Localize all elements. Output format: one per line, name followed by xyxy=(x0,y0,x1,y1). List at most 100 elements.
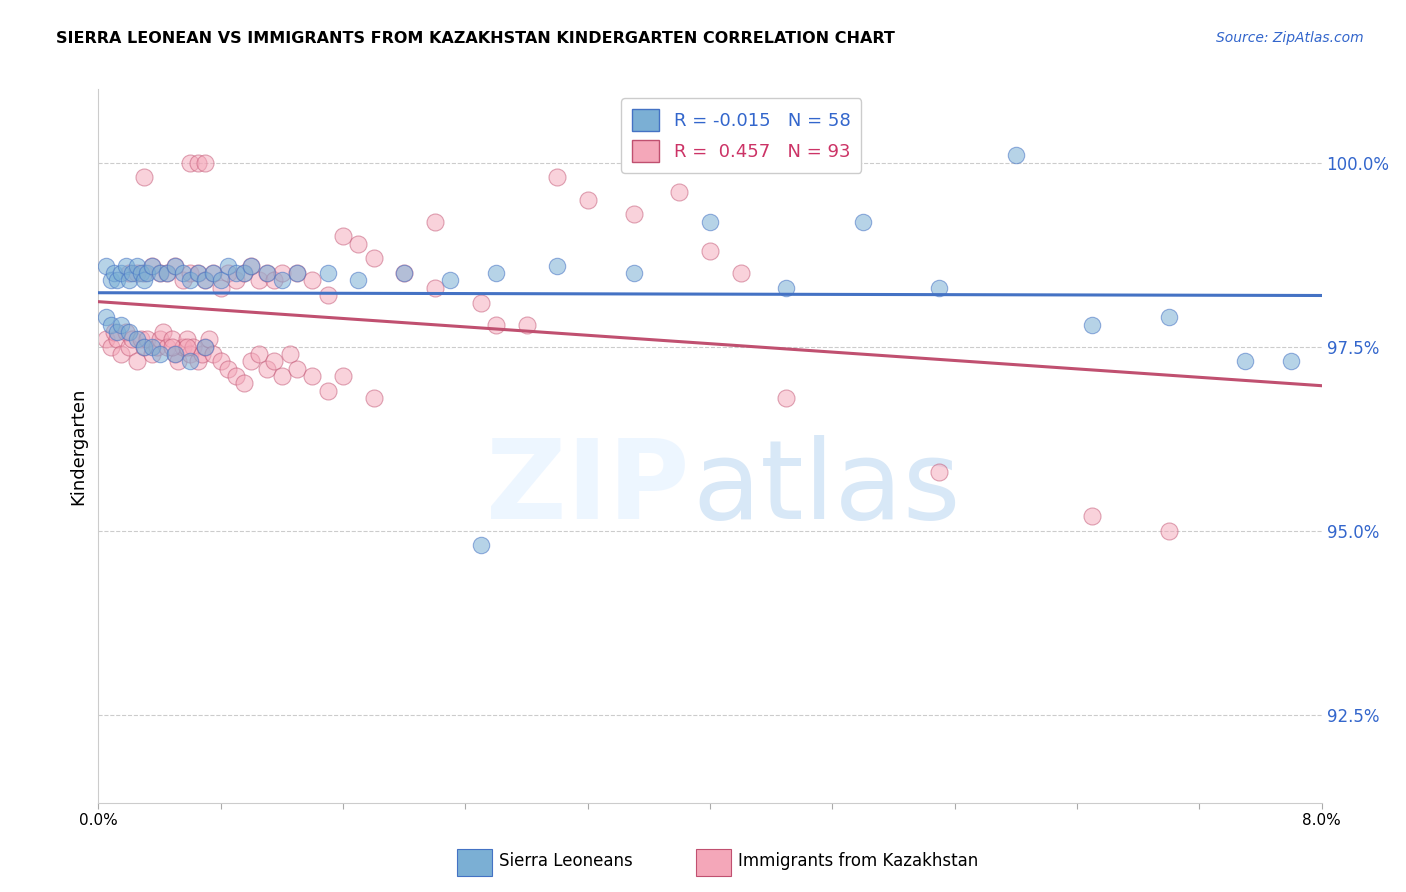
Point xyxy=(187,266,209,280)
Point xyxy=(209,354,232,368)
Text: SIERRA LEONEAN VS IMMIGRANTS FROM KAZAKHSTAN KINDERGARTEN CORRELATION CHART: SIERRA LEONEAN VS IMMIGRANTS FROM KAZAKH… xyxy=(56,31,896,46)
Point xyxy=(156,266,179,280)
Point xyxy=(172,266,194,280)
Point xyxy=(110,266,132,280)
Point xyxy=(217,266,239,280)
Point xyxy=(202,266,225,280)
Point xyxy=(136,332,159,346)
Point xyxy=(392,266,416,280)
Point xyxy=(172,340,194,354)
Point xyxy=(209,273,232,287)
Point xyxy=(103,325,125,339)
Point xyxy=(270,273,294,287)
Point xyxy=(232,376,254,391)
Point xyxy=(181,340,204,354)
Point xyxy=(470,538,492,552)
Point xyxy=(110,347,132,361)
Point xyxy=(285,266,308,280)
Point xyxy=(240,354,263,368)
Point xyxy=(134,273,156,287)
Point xyxy=(110,318,132,332)
Point xyxy=(121,266,143,280)
Point xyxy=(576,193,599,207)
Point xyxy=(118,325,141,339)
Point xyxy=(118,266,141,280)
Point xyxy=(668,185,690,199)
Point xyxy=(105,332,128,346)
Point xyxy=(852,214,875,228)
Point xyxy=(1157,310,1180,325)
Point xyxy=(232,266,254,280)
Point xyxy=(160,332,183,346)
Point xyxy=(129,332,152,346)
Point xyxy=(125,259,148,273)
Point xyxy=(209,281,232,295)
Point xyxy=(225,273,247,287)
Point xyxy=(225,266,247,280)
Point xyxy=(316,288,339,302)
Point xyxy=(194,340,217,354)
Point xyxy=(118,273,141,287)
Point xyxy=(152,325,174,339)
Point xyxy=(167,354,190,368)
Point xyxy=(134,266,156,280)
Point xyxy=(103,266,125,280)
Point xyxy=(141,347,163,361)
Point xyxy=(1004,148,1026,162)
Point xyxy=(363,252,385,266)
Point xyxy=(485,266,508,280)
Point xyxy=(301,369,323,384)
Text: Immigrants from Kazakhstan: Immigrants from Kazakhstan xyxy=(738,852,979,870)
Point xyxy=(115,259,138,273)
Point xyxy=(149,347,172,361)
Point xyxy=(316,266,339,280)
Point xyxy=(115,325,138,339)
Point xyxy=(179,266,201,280)
Text: ZIP: ZIP xyxy=(486,435,689,542)
Point xyxy=(232,266,254,280)
Point xyxy=(623,207,645,221)
Point xyxy=(194,273,217,287)
Point xyxy=(125,332,148,346)
Point xyxy=(100,340,122,354)
Legend: R = -0.015   N = 58, R =  0.457   N = 93: R = -0.015 N = 58, R = 0.457 N = 93 xyxy=(621,98,860,173)
Point xyxy=(623,266,645,280)
Point xyxy=(332,229,354,244)
Point xyxy=(332,369,354,384)
Point xyxy=(470,295,492,310)
Point xyxy=(1234,354,1257,368)
Point xyxy=(270,369,294,384)
Point xyxy=(485,318,508,332)
Point xyxy=(928,465,950,479)
Point xyxy=(187,266,209,280)
Text: Source: ZipAtlas.com: Source: ZipAtlas.com xyxy=(1216,31,1364,45)
Point xyxy=(423,214,446,228)
Point xyxy=(156,266,179,280)
Point xyxy=(179,354,201,368)
Point xyxy=(240,259,263,273)
Point xyxy=(94,332,117,346)
Point xyxy=(187,155,209,169)
Point xyxy=(163,347,186,361)
Point xyxy=(141,259,163,273)
Point xyxy=(285,266,308,280)
Point xyxy=(197,332,219,346)
Point xyxy=(263,273,285,287)
Point xyxy=(775,281,797,295)
Point xyxy=(546,259,568,273)
Point xyxy=(163,347,186,361)
Point xyxy=(163,259,186,273)
Point xyxy=(699,244,721,258)
Y-axis label: Kindergarten: Kindergarten xyxy=(69,387,87,505)
Point xyxy=(316,384,339,398)
Point xyxy=(202,347,225,361)
Point xyxy=(225,369,247,384)
Point xyxy=(141,259,163,273)
Point xyxy=(194,155,217,169)
Point xyxy=(187,354,209,368)
Point xyxy=(100,273,122,287)
Point xyxy=(176,332,198,346)
Point xyxy=(134,170,156,185)
Point xyxy=(125,354,148,368)
Point xyxy=(176,340,198,354)
